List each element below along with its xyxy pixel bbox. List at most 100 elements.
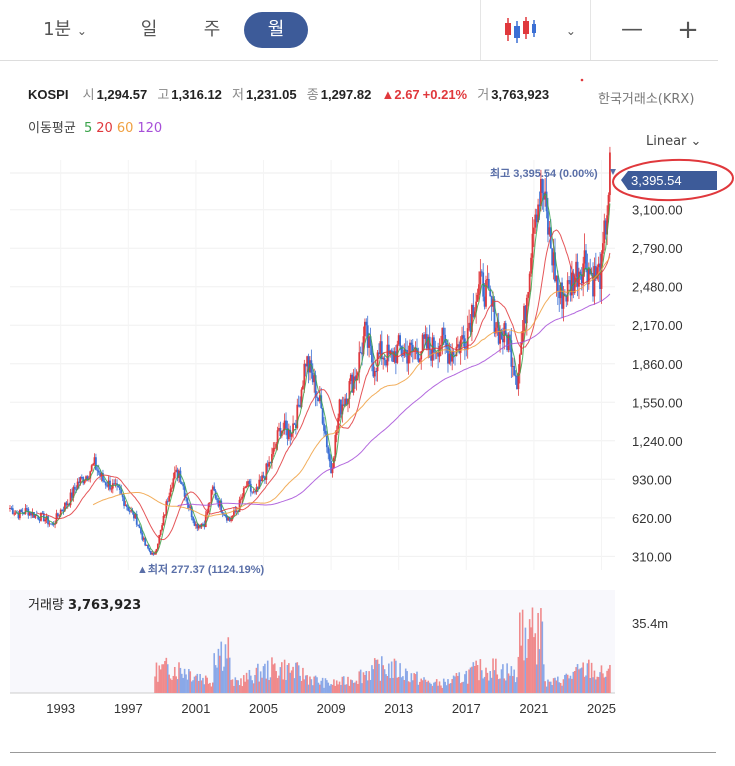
- candle-body: [202, 523, 204, 525]
- candle-body: [172, 478, 175, 488]
- candle-body: [140, 527, 142, 534]
- candlestick-icon: [505, 17, 537, 43]
- volume-bar: [538, 649, 541, 693]
- candle-body: [399, 335, 401, 347]
- volume-bar: [580, 667, 583, 693]
- candle-body: [245, 486, 248, 488]
- candle-body: [287, 429, 290, 440]
- volume-bar: [166, 664, 169, 693]
- candle-body: [34, 514, 37, 518]
- candle-body: [580, 274, 583, 284]
- volume-bar: [217, 648, 220, 693]
- volume-bar: [578, 669, 580, 693]
- candle-body: [496, 321, 499, 328]
- candle-body: [83, 480, 86, 484]
- candle-body: [440, 344, 442, 347]
- volume-bar: [373, 658, 376, 693]
- volume-bar: [607, 668, 610, 693]
- candle-body: [145, 544, 148, 546]
- candle-body: [516, 375, 518, 389]
- volume-bar: [337, 684, 339, 693]
- volume-bar: [371, 665, 373, 693]
- candle-body: [571, 272, 573, 296]
- toolbar-divider: [590, 0, 591, 60]
- candle-body: [249, 483, 252, 492]
- volume-bar: [161, 664, 163, 693]
- volume-bar: [333, 679, 335, 693]
- volume-bar: [600, 665, 603, 693]
- y-tick-label: 930.00: [632, 472, 672, 487]
- x-tick-label: 2025: [587, 701, 616, 716]
- candle-body: [30, 512, 33, 516]
- volume-bar: [609, 664, 611, 693]
- ma-60-label: 60: [116, 121, 134, 136]
- min-annotation: ▲최저 277.37 (1124.19%): [137, 562, 264, 576]
- volume-bar: [457, 675, 459, 693]
- candle-body: [272, 448, 275, 455]
- y-tick-label: 1,860.00: [632, 357, 683, 372]
- candle-body: [292, 423, 294, 434]
- volume-bar: [338, 681, 341, 693]
- candle-body: [317, 397, 320, 402]
- candle-body: [20, 509, 23, 512]
- volume-bar: [299, 675, 301, 693]
- volume-bar: [535, 664, 538, 693]
- scale-mode-dropdown[interactable]: Linear ⌄: [646, 134, 701, 149]
- candle-body: [102, 473, 104, 482]
- open-value: 1,294.57: [96, 87, 148, 102]
- candle-body: [327, 447, 330, 454]
- tab-month[interactable]: 월: [244, 12, 308, 48]
- volume-bar: [533, 637, 535, 693]
- volume-bar: [273, 663, 276, 693]
- volume-bar: [341, 676, 344, 693]
- candle-body: [233, 510, 235, 516]
- chart-toolbar: 1분 ⌄ 일 주 월 ⌄ — +: [0, 0, 718, 61]
- zoom-out-button[interactable]: —: [621, 17, 643, 42]
- volume-bar: [420, 678, 423, 693]
- candle-body: [537, 204, 540, 223]
- toolbar-divider: [480, 0, 481, 60]
- moving-average-label: 이동평균: [28, 121, 76, 136]
- candle-body: [504, 323, 507, 336]
- volume-bar: [157, 681, 159, 693]
- volume-bar: [486, 672, 489, 693]
- candle-body: [189, 506, 192, 508]
- candle-body: [311, 372, 314, 383]
- candle-body: [175, 469, 178, 473]
- candle-body: [196, 524, 199, 529]
- chart-type-dropdown[interactable]: ⌄: [494, 12, 584, 48]
- volume-bar: [449, 683, 452, 693]
- candle-body: [261, 475, 263, 482]
- candle-body: [541, 178, 544, 193]
- zoom-in-button[interactable]: +: [677, 15, 699, 45]
- volume-bar: [523, 660, 525, 693]
- candle-body: [575, 261, 578, 277]
- tab-day[interactable]: 일: [140, 19, 158, 40]
- candle-body: [123, 497, 125, 506]
- volume-bar: [393, 658, 396, 693]
- candle-body: [555, 275, 558, 282]
- volume-bar: [183, 668, 186, 693]
- volume-bar: [330, 684, 332, 693]
- volume-bar: [262, 666, 265, 693]
- candle-body: [583, 250, 586, 264]
- candle-body: [486, 278, 489, 281]
- candle-body: [331, 467, 334, 474]
- volume-bar: [202, 677, 204, 693]
- volume-bar: [245, 672, 248, 693]
- y-tick-label: 310.00: [632, 549, 672, 564]
- candle-body: [41, 512, 44, 514]
- candle-body: [606, 215, 609, 235]
- volume-bar: [172, 675, 175, 693]
- volume-bar: [199, 673, 201, 693]
- candle-body: [386, 344, 389, 366]
- moving-average-legend[interactable]: 이동평균 5 20 60 120: [28, 117, 166, 136]
- volume-bar: [185, 674, 187, 693]
- tab-week[interactable]: 주: [203, 19, 221, 40]
- candle-body: [10, 507, 13, 509]
- volume-bar: [242, 675, 245, 693]
- candle-body: [585, 250, 587, 270]
- volume-bar: [593, 670, 596, 693]
- interval-1m-dropdown[interactable]: 1분 ⌄: [30, 12, 100, 48]
